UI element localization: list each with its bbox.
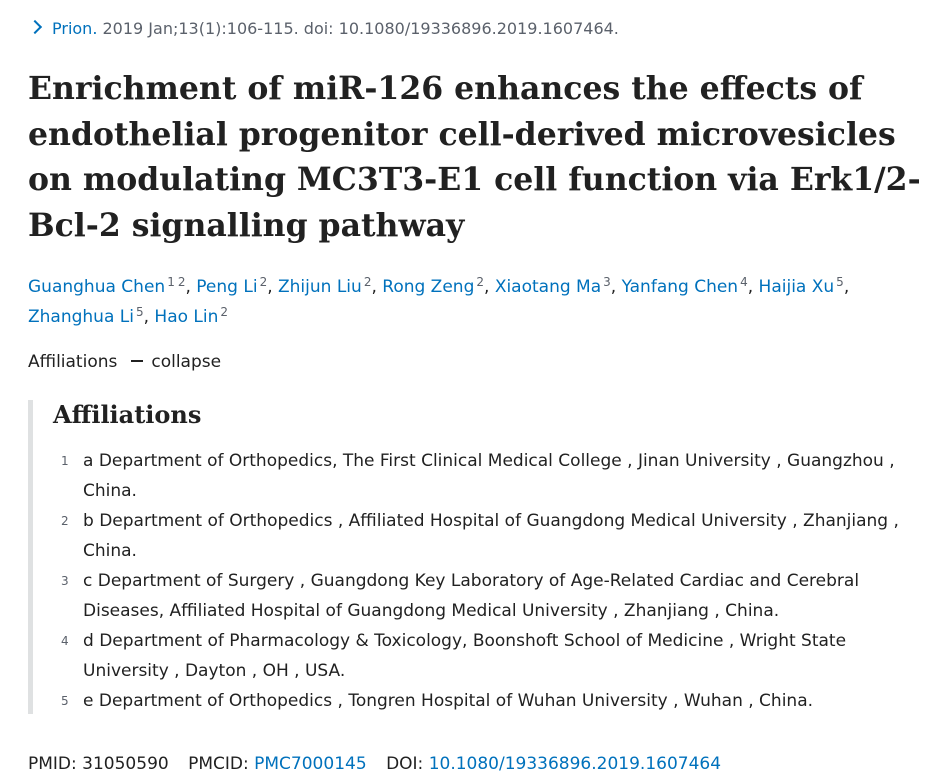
affiliation-ref[interactable]: 4 [740, 275, 748, 289]
affiliation-ref[interactable]: 5 [836, 275, 844, 289]
journal-link[interactable]: Prion. [52, 19, 98, 38]
doi-label: DOI: [386, 754, 424, 774]
author-affiliation-refs: 2 [364, 275, 372, 289]
affiliation-ref[interactable]: 1 [167, 275, 175, 289]
citation-line: Prion. 2019 Jan;13(1):106-115. doi: 10.1… [27, 18, 619, 40]
affiliations-heading: Affiliations [53, 400, 202, 429]
author-link[interactable]: Guanghua Chen [28, 277, 166, 297]
affiliation-text: e Department of Orthopedics , Tongren Ho… [83, 691, 814, 711]
affiliations-toggle[interactable]: Affiliations collapse [28, 350, 221, 374]
minus-icon [131, 360, 144, 362]
author-affiliation-refs: 2 [220, 305, 228, 319]
author-link[interactable]: Zhanghua Li [28, 307, 134, 327]
pmid-value: 31050590 [82, 754, 169, 774]
author-link[interactable]: Hao Lin [154, 307, 219, 327]
affiliation-text: a Department of Orthopedics, The First C… [83, 451, 895, 501]
author-affiliation-refs: 2 [260, 275, 268, 289]
author-link[interactable]: Zhijun Liu [278, 277, 362, 297]
affiliation-text: b Department of Orthopedics , Affiliated… [83, 511, 899, 561]
affiliation-ref[interactable]: 3 [603, 275, 611, 289]
affiliation-number: 2 [61, 514, 69, 528]
affiliations-list: 1 a Department of Orthopedics, The First … [53, 446, 923, 716]
affiliation-text: d Department of Pharmacology & Toxicolog… [83, 631, 847, 681]
article-title: Enrichment of miR-126 enhances the effec… [28, 70, 921, 244]
affiliation-ref[interactable]: 2 [259, 275, 268, 289]
author-affiliation-refs: 5 [836, 275, 844, 289]
chevron-right-icon[interactable] [27, 19, 43, 35]
collapse-link[interactable]: collapse [151, 352, 222, 372]
pmid-label: PMID: [28, 754, 77, 774]
affiliation-text: c Department of Surgery , Guangdong Key … [83, 571, 860, 621]
author-affiliation-refs: 3 [603, 275, 611, 289]
author-list: Guanghua Chen 1 2, Peng Li 2, Zhijun Liu 2, … [28, 275, 850, 327]
author-affiliation-refs: 2 [476, 275, 484, 289]
affiliation-item: 4 d Department of Pharmacology & Toxicolo… [53, 626, 923, 686]
affiliation-ref[interactable]: 2 [363, 275, 372, 289]
citation-details: 2019 Jan;13(1):106-115. doi: 10.1080/193… [97, 19, 619, 38]
affiliation-item: 3 c Department of Surgery , Guangdong Key… [53, 566, 923, 626]
author-link[interactable]: Yanfang Chen [621, 277, 739, 297]
affiliation-number: 4 [61, 634, 69, 648]
affiliation-ref[interactable]: 2 [177, 275, 186, 289]
author-link[interactable]: Peng Li [196, 277, 258, 297]
affiliation-item: 5 e Department of Orthopedics , Tongren H… [53, 686, 923, 716]
affiliations-panel: Affiliations 1 a Department of Orthopedic… [28, 400, 933, 714]
author-link[interactable]: Xiaotang Ma [494, 277, 602, 297]
pmcid-link[interactable]: PMC7000145 [254, 754, 367, 774]
affiliation-ref[interactable]: 5 [135, 305, 144, 319]
pmcid-label: PMCID: [188, 754, 249, 774]
affiliations-toggle-label: Affiliations [28, 352, 118, 372]
author-affiliation-refs: 4 [740, 275, 748, 289]
affiliation-ref[interactable]: 2 [476, 275, 484, 289]
affiliation-number: 1 [61, 454, 69, 468]
author-link[interactable]: Haijia Xu [758, 277, 835, 297]
affiliation-ref[interactable]: 2 [220, 305, 229, 319]
affiliation-item: 1 a Department of Orthopedics, The First … [53, 446, 923, 506]
affiliation-number: 3 [61, 574, 69, 588]
doi-link[interactable]: 10.1080/19336896.2019.1607464 [428, 754, 722, 774]
author-affiliation-refs: 5 [136, 305, 144, 319]
author-link[interactable]: Rong Zeng [382, 277, 475, 297]
identifiers: PMID: 31050590 PMCID: PMC7000145 DOI: 10… [28, 752, 721, 776]
affiliation-item: 2 b Department of Orthopedics , Affiliate… [53, 506, 923, 566]
affiliation-number: 5 [61, 694, 69, 708]
